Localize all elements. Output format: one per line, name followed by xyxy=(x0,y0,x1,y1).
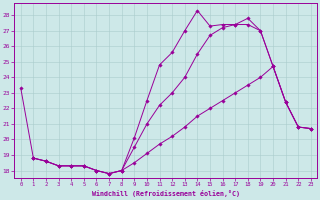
X-axis label: Windchill (Refroidissement éolien,°C): Windchill (Refroidissement éolien,°C) xyxy=(92,190,240,197)
